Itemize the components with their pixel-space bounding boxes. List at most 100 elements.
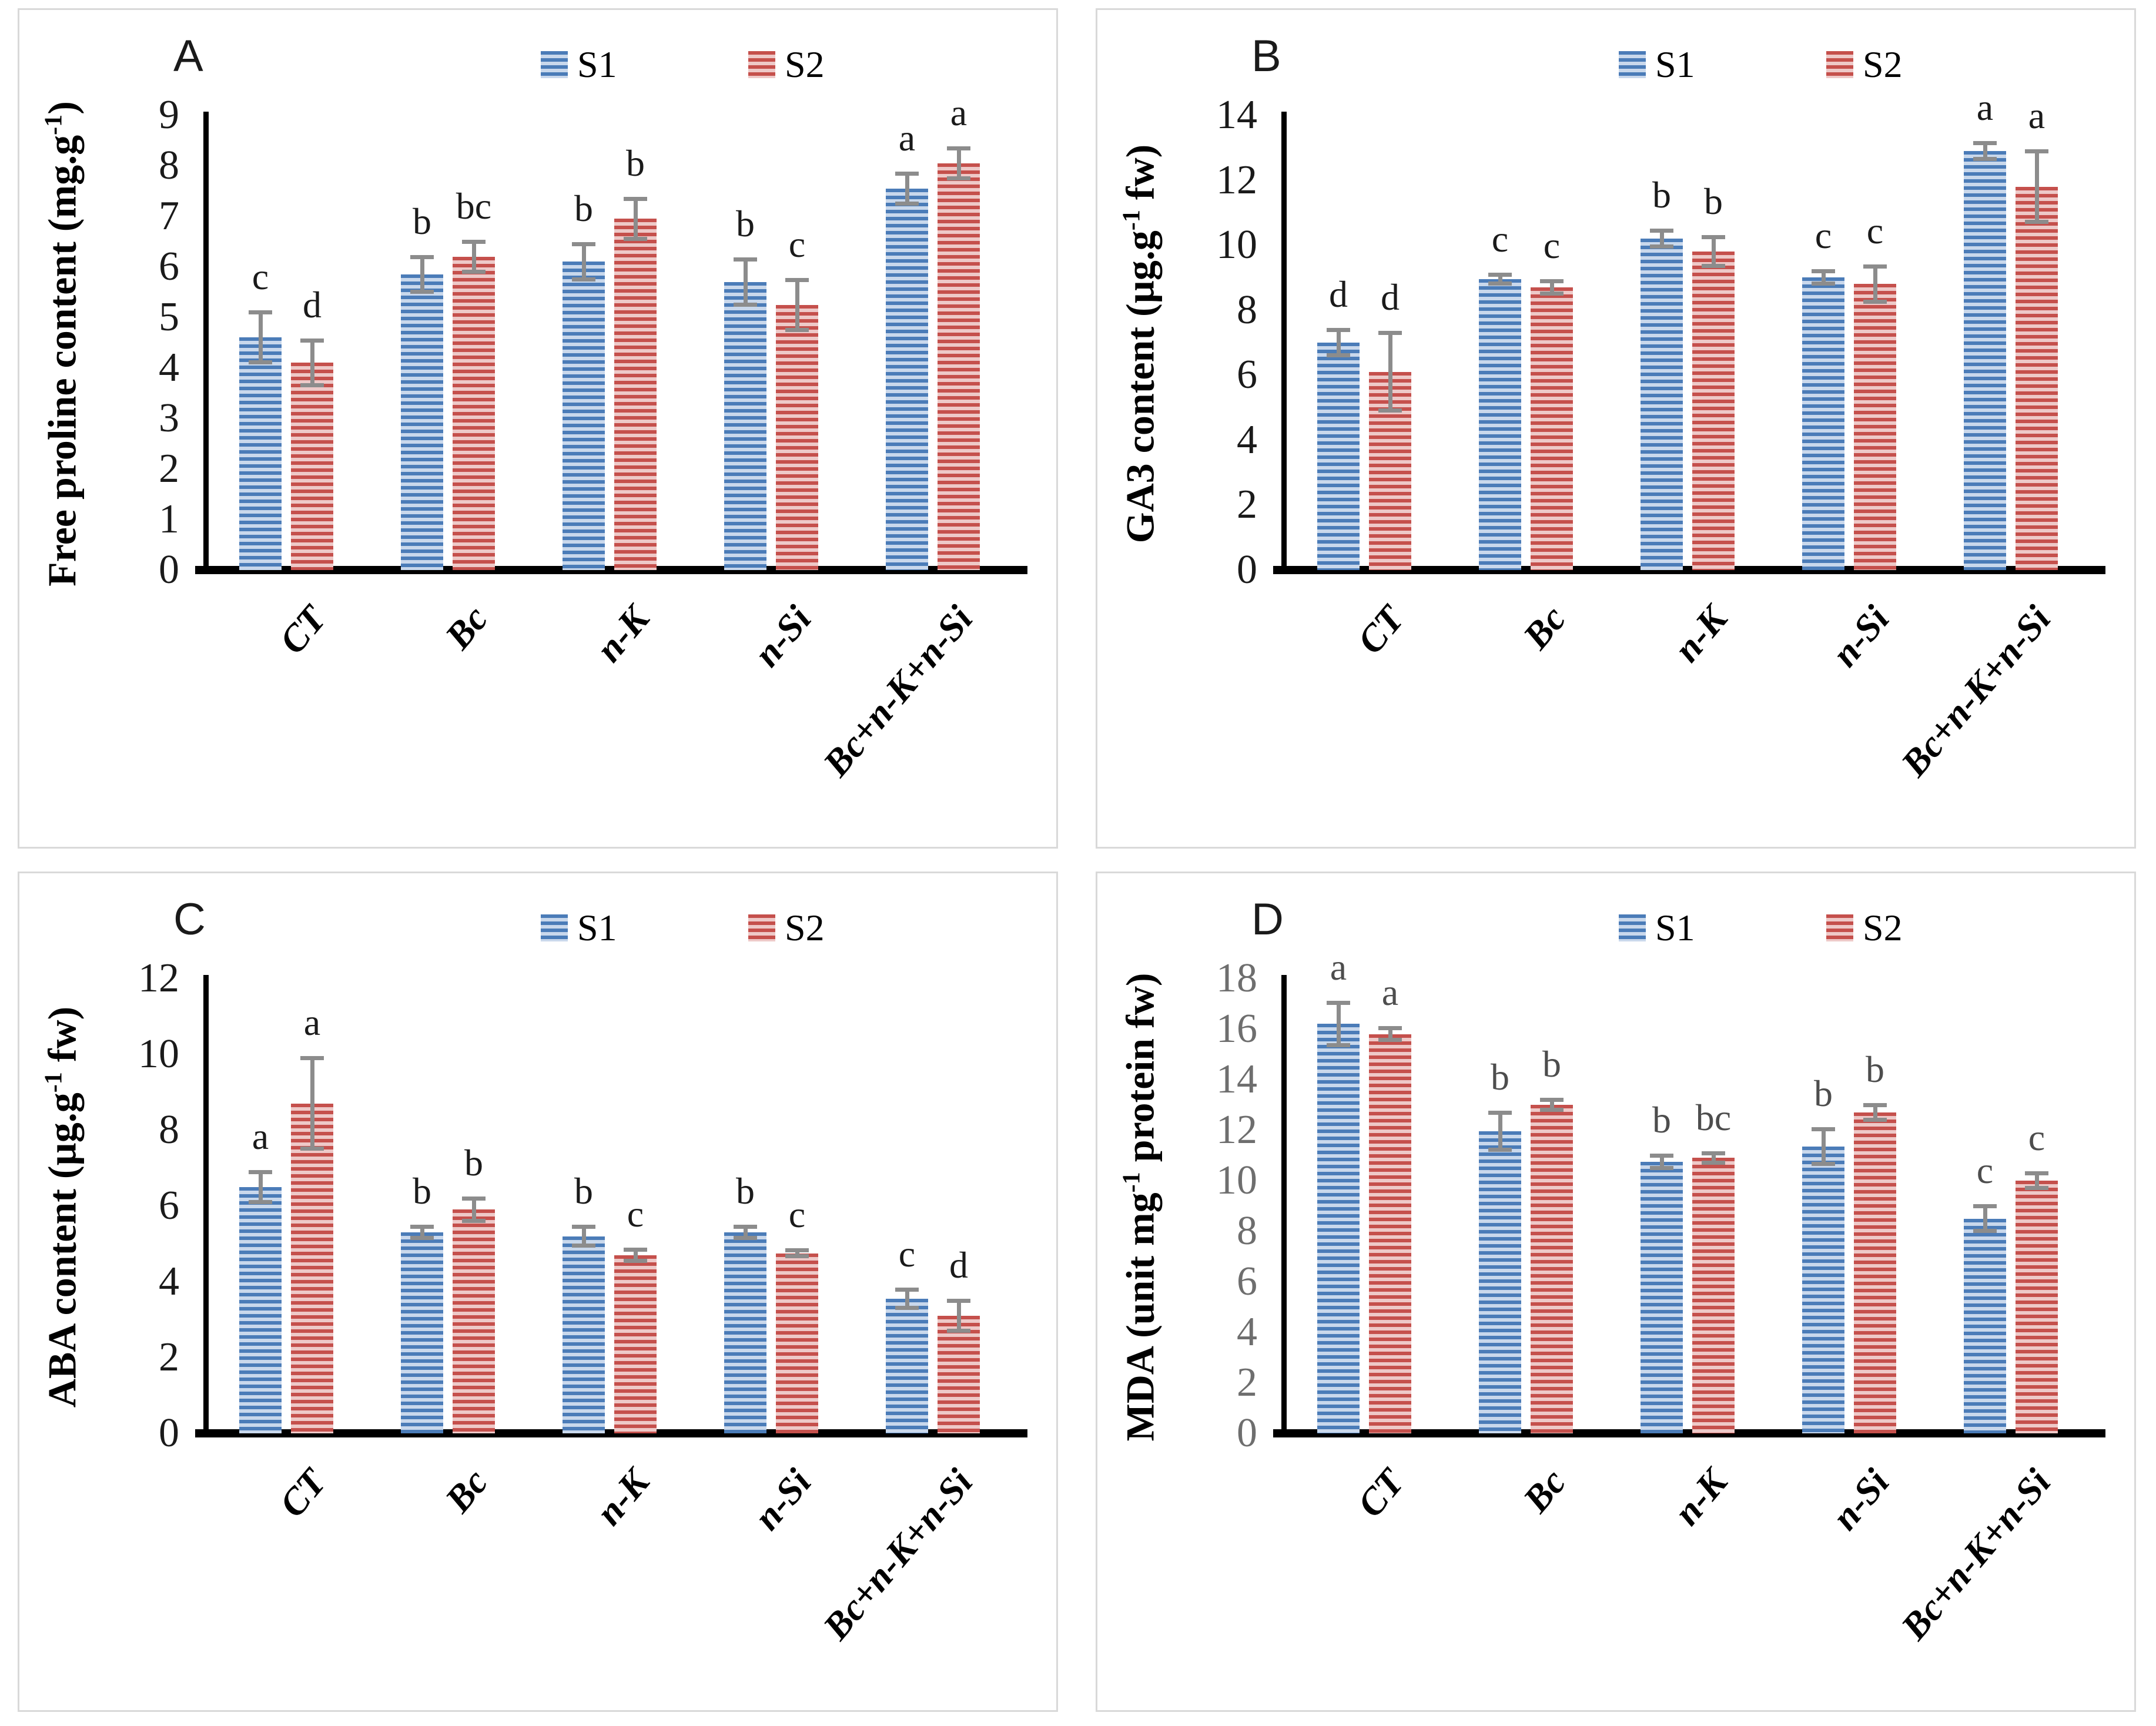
error-bar-cap-top (572, 1225, 595, 1229)
y-tick-label: 0 (1237, 1410, 1257, 1456)
bar-s2-CT (291, 1103, 333, 1433)
error-bar-cap-bottom (300, 383, 324, 388)
bar-s1-Bc (401, 274, 443, 570)
error-bar-cap-bottom (249, 1199, 272, 1204)
error-bar-cap-top (1378, 331, 1402, 336)
y-tick-label: 6 (159, 244, 179, 289)
bar-s2-n-Si (776, 304, 818, 570)
error-bar-cap-bottom (624, 236, 647, 241)
error-bar-cap-bottom (1863, 1117, 1887, 1122)
error-bar-cap-top (1327, 327, 1350, 332)
sig-letter: b (413, 200, 431, 242)
sig-letter: c (1543, 224, 1561, 266)
y-tick-label: 10 (1216, 1158, 1257, 1203)
error-bar-cap-top (1650, 1154, 1673, 1158)
sig-letter: b (1542, 1043, 1561, 1085)
error-bar-cap-top (462, 1197, 486, 1201)
bar-s1-n-K (1641, 1161, 1683, 1433)
bar-s1-Bc+n-K+n-Si (1964, 150, 2006, 570)
bar-s1-Bc (401, 1232, 443, 1433)
bar-s2-Bc+n-K+n-Si (938, 1316, 980, 1433)
error-bar-line (1659, 1155, 1664, 1168)
error-bar-cap-bottom (895, 1306, 919, 1311)
legend-swatch-s1 (541, 914, 568, 941)
y-tick-label: 18 (1216, 956, 1257, 1001)
error-bar-cap-top (1378, 1025, 1402, 1030)
error-bar-line (420, 1226, 424, 1238)
sig-letter: b (1814, 1072, 1833, 1114)
error-bar-cap-bottom (410, 1235, 434, 1240)
error-bar-line (581, 244, 586, 280)
error-bar-cap-top (300, 338, 324, 343)
y-tick-label: 12 (138, 956, 179, 1001)
error-bar-line (1336, 1002, 1341, 1045)
error-bar-cap-bottom (785, 327, 809, 332)
legend-swatch-s1 (1619, 914, 1646, 941)
y-tick-label: 8 (1237, 287, 1257, 333)
error-bar-cap-top (1488, 272, 1512, 277)
error-bar-cap-bottom (1650, 244, 1673, 249)
error-bar-line (956, 1301, 961, 1331)
sig-letter: a (1381, 971, 1399, 1013)
error-bar-cap-top (1702, 1151, 1725, 1155)
error-bar-line (1711, 1152, 1716, 1163)
error-bar-line (1388, 333, 1392, 411)
sig-letter: a (303, 1001, 321, 1044)
sig-letter: a (252, 1115, 269, 1157)
legend-swatch-s2 (748, 51, 775, 78)
legend-item-s1: S1 (1619, 46, 1695, 83)
error-bar-cap-bottom (249, 360, 272, 365)
error-bar-cap-bottom (1650, 1165, 1673, 1170)
error-bar-cap-top (2025, 1171, 2048, 1176)
sig-letter: c (788, 1194, 806, 1236)
bar-s2-n-Si (1854, 284, 1896, 570)
panel-border (1096, 872, 2136, 1712)
sig-letter: c (252, 256, 269, 298)
y-axis-title: GA3 content (µg.g-1 fw) (1117, 145, 1162, 544)
error-bar-line (1549, 280, 1554, 294)
bar-s2-n-Si (776, 1253, 818, 1433)
sig-letter: b (626, 142, 645, 184)
error-bar-line (795, 279, 799, 330)
y-tick-label: 3 (159, 396, 179, 441)
sig-letter: d (949, 1244, 968, 1286)
sig-letter: b (574, 187, 593, 230)
error-bar-cap-bottom (1812, 1162, 1835, 1167)
error-bar-line (471, 1198, 476, 1221)
sig-letter: c (1976, 1149, 1994, 1191)
error-bar-cap-bottom (785, 1254, 809, 1258)
error-bar-cap-bottom (462, 269, 486, 274)
y-tick-label: 2 (159, 1335, 179, 1380)
y-axis-line (203, 112, 209, 570)
error-bar-cap-top (1488, 1110, 1512, 1115)
error-bar-cap-bottom (1378, 1038, 1402, 1043)
error-bar-cap-top (1327, 1000, 1350, 1005)
panel-letter-label: A (173, 31, 203, 81)
legend-label: S1 (577, 907, 617, 949)
sig-letter: d (303, 283, 322, 326)
legend-item-s2: S2 (748, 46, 825, 83)
y-axis-line (1281, 975, 1287, 1433)
error-bar-line (1873, 1105, 1877, 1120)
error-bar-cap-bottom (572, 277, 595, 281)
sig-letter: b (736, 1170, 755, 1212)
error-bar-line (1873, 266, 1877, 302)
error-bar-cap-top (410, 254, 434, 259)
y-axis-line (1281, 112, 1287, 570)
error-bar-line (1498, 274, 1502, 284)
bar-s2-Bc (453, 256, 495, 570)
sig-letter: b (1652, 1099, 1671, 1141)
error-bar-cap-top (300, 1056, 324, 1061)
bar-s2-Bc+n-K+n-Si (2016, 186, 2058, 570)
legend-swatch-s2 (1826, 51, 1853, 78)
sig-letter: b (736, 203, 755, 245)
bar-s1-Bc+n-K+n-Si (1964, 1218, 2006, 1433)
error-bar-cap-top (572, 242, 595, 247)
error-bar-line (743, 1226, 748, 1238)
error-bar-cap-bottom (1863, 299, 1887, 304)
error-bar-cap-bottom (2025, 1185, 2048, 1190)
error-bar-line (905, 173, 909, 204)
y-tick-label: 5 (159, 294, 179, 340)
bar-s1-n-Si (1802, 1146, 1844, 1433)
y-tick-label: 7 (159, 193, 179, 239)
